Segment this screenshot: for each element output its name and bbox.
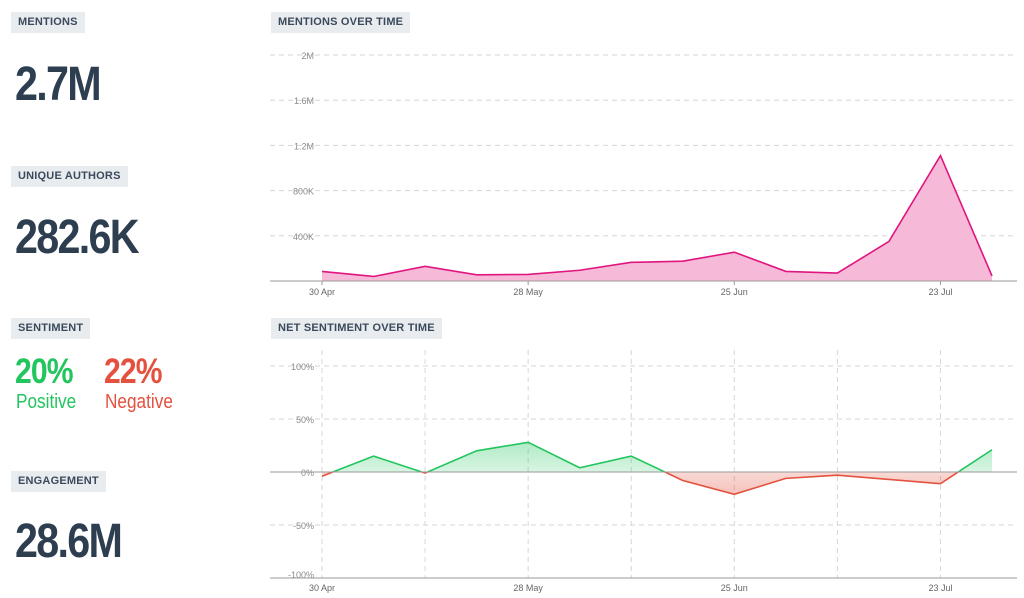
sentiment-x-tick-label: 25 Jun <box>721 583 748 593</box>
sentiment-y-tick-label: -100% <box>288 570 314 580</box>
engagement-label: ENGAGEMENT <box>11 471 106 492</box>
unique-authors-label: UNIQUE AUTHORS <box>11 166 128 187</box>
negative-label: Negative <box>105 391 173 413</box>
sentiment-x-tick-label: 28 May <box>513 583 543 593</box>
sentiment-negative-area <box>322 472 992 495</box>
sentiment-chart-title: NET SENTIMENT OVER TIME <box>271 318 442 339</box>
unique-authors-value: 282.6K <box>15 211 140 264</box>
mentions-label: MENTIONS <box>11 12 85 33</box>
sentiment-line-positive <box>330 441 993 472</box>
mentions-chart-title: MENTIONS OVER TIME <box>271 12 411 33</box>
negative-percentage: 22% <box>104 352 163 391</box>
sentiment-y-tick-label: 50% <box>296 415 314 425</box>
mentions-y-tick-label: 2M <box>301 51 314 61</box>
mentions-x-tick-label: 28 May <box>513 287 543 297</box>
sentiment-y-tick-label: -50% <box>293 521 314 531</box>
mentions-x-tick-label: 25 Jun <box>721 287 748 297</box>
mentions-x-tick-label: 30 Apr <box>309 287 335 297</box>
sentiment-y-tick-label: 100% <box>291 362 314 372</box>
mentions-y-tick-label: 1.2M <box>294 141 314 151</box>
sentiment-x-tick-label: 30 Apr <box>309 583 335 593</box>
sentiment-label: SENTIMENT <box>11 318 91 339</box>
sentiment-y-tick-label: 0% <box>301 468 314 478</box>
positive-label: Positive <box>16 391 77 413</box>
mentions-value: 2.7M <box>15 58 102 111</box>
mentions-x-tick-label: 23 Jul <box>928 287 952 297</box>
engagement-value: 28.6M <box>15 515 123 568</box>
sentiment-x-tick-label: 23 Jul <box>928 583 952 593</box>
mentions-y-tick-label: 400K <box>293 232 314 242</box>
mentions-y-tick-label: 1.6M <box>294 96 314 106</box>
mentions-area <box>322 155 992 281</box>
positive-percentage: 20% <box>15 352 74 391</box>
sentiment-line-negative <box>321 472 960 496</box>
mentions-y-tick-label: 800K <box>293 187 314 197</box>
mentions-line <box>321 153 993 278</box>
sentiment-positive-area <box>322 442 992 472</box>
